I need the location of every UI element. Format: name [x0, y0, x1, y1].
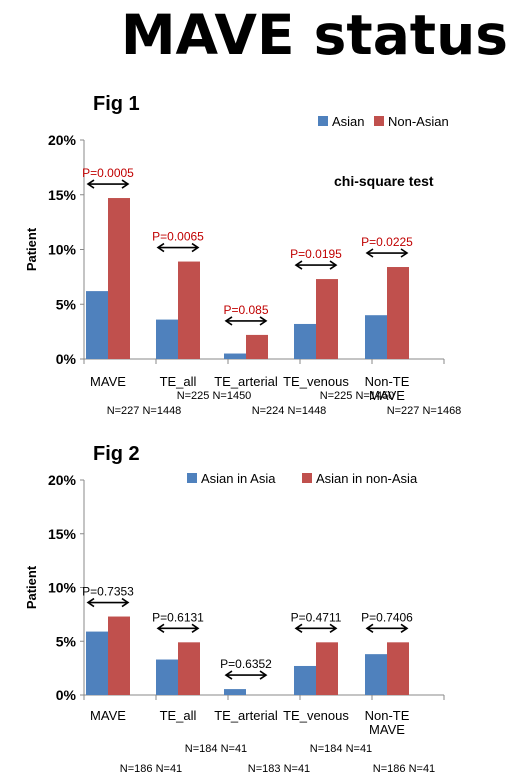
- x-category-label: MAVE: [90, 374, 126, 389]
- comparison-arrow-left-head: [224, 670, 233, 680]
- sample-size-label: N=183 N=41: [248, 763, 310, 775]
- p-value-label: P=0.7406: [361, 610, 413, 624]
- p-value-label: P=0.6352: [220, 657, 272, 671]
- legend-label: Asian: [332, 114, 365, 129]
- p-value-label: P=0.0065: [152, 230, 204, 244]
- bar-series2: [178, 642, 200, 695]
- x-category-label: TE_arterial: [214, 374, 278, 389]
- comparison-arrow-left-head: [86, 179, 95, 189]
- x-category-label: TE_all: [160, 708, 197, 723]
- sample-size-label: N=184 N=41: [185, 743, 247, 755]
- y-tick-label: 0%: [56, 351, 77, 367]
- bar-series1: [224, 353, 246, 359]
- sample-size-label: N=227 N=1448: [107, 405, 182, 417]
- comparison-arrow-left-head: [156, 242, 165, 253]
- y-tick-label: 5%: [56, 633, 77, 649]
- bar-series2: [316, 279, 338, 359]
- x-category-label: TE_all: [160, 374, 197, 389]
- bar-series2: [316, 642, 338, 695]
- sample-size-label: N=227 N=1468: [387, 405, 462, 417]
- figure-label: Fig 1: [93, 93, 140, 115]
- x-category-label: MAVE: [369, 722, 405, 737]
- legend-swatch: [318, 116, 328, 126]
- comparison-arrow-left-head: [86, 597, 95, 608]
- comparison-arrow-right-head: [329, 260, 338, 270]
- figure-label: Fig 2: [93, 443, 140, 465]
- y-tick-label: 15%: [48, 187, 77, 203]
- p-value-label: P=0.7353: [82, 585, 134, 599]
- bar-series2: [178, 261, 200, 359]
- y-tick-label: 0%: [56, 687, 77, 703]
- bar-series2: [387, 267, 409, 359]
- legend-swatch: [302, 473, 312, 483]
- legend-swatch: [374, 116, 384, 126]
- comparison-arrow-left-head: [224, 316, 233, 326]
- page-title: MAVE status: [120, 3, 508, 67]
- comparison-arrow-right-head: [121, 597, 130, 608]
- y-axis-label: Patient: [24, 227, 39, 271]
- legend-swatch: [187, 473, 197, 483]
- x-category-label: MAVE: [90, 708, 126, 723]
- bar-series1: [294, 323, 316, 359]
- comparison-arrow-left-head: [294, 623, 303, 633]
- p-value-label: P=0.6131: [152, 610, 204, 624]
- comparison-arrow-right-head: [259, 316, 268, 326]
- bar-series2: [108, 616, 130, 695]
- x-category-label: TE_venous: [283, 374, 349, 389]
- p-value-label: P=0.4711: [291, 610, 342, 624]
- comparison-arrow-left-head: [156, 623, 165, 633]
- comparison-arrow-left-head: [365, 248, 374, 258]
- sample-size-label: N=224 N=1448: [252, 405, 327, 417]
- x-category-label: TE_venous: [283, 708, 349, 723]
- bar-series1: [365, 654, 387, 695]
- comparison-arrow-left-head: [365, 623, 374, 633]
- bar-series1: [294, 665, 316, 695]
- bar-series1: [156, 659, 178, 695]
- bar-series1: [156, 319, 178, 359]
- y-tick-label: 15%: [48, 526, 77, 542]
- comparison-arrow-right-head: [121, 179, 130, 189]
- comparison-arrow-right-head: [259, 670, 268, 680]
- y-tick-label: 10%: [48, 242, 77, 258]
- y-tick-label: 20%: [48, 472, 77, 488]
- p-value-label: P=0.0225: [361, 235, 413, 249]
- bar-series1: [86, 631, 108, 695]
- sample-size-label: N=186 N=41: [120, 763, 182, 775]
- y-tick-label: 20%: [48, 132, 77, 148]
- bar-series1: [86, 291, 108, 359]
- bar-series2: [108, 198, 130, 359]
- comparison-arrow-right-head: [191, 623, 200, 633]
- comparison-arrow-right-head: [400, 623, 409, 633]
- p-value-label: P=0.0005: [82, 166, 134, 180]
- legend-label: Non-Asian: [388, 114, 449, 129]
- sample-size-label: N=225 N=1450: [177, 390, 252, 402]
- p-value-label: P=0.085: [223, 303, 268, 317]
- sample-size-label: N=186 N=41: [373, 763, 435, 775]
- comparison-arrow-right-head: [191, 242, 200, 253]
- y-tick-label: 5%: [56, 296, 77, 312]
- comparison-arrow-right-head: [400, 248, 409, 258]
- x-category-label: Non-TE: [365, 708, 410, 723]
- chart-annotation: chi-square test: [334, 173, 434, 189]
- bar-series1: [365, 315, 387, 359]
- legend-label: Asian in non-Asia: [316, 471, 418, 486]
- x-category-label: TE_arterial: [214, 708, 278, 723]
- bar-series2: [387, 642, 409, 695]
- comparison-arrow-right-head: [329, 623, 338, 633]
- sample-size-label: N=184 N=41: [310, 743, 372, 755]
- legend-label: Asian in Asia: [201, 471, 276, 486]
- bar-series2: [246, 334, 268, 359]
- x-category-label: Non-TE: [365, 374, 410, 389]
- bar-series1: [224, 689, 246, 695]
- sample-size-label: N=225 N=1450: [320, 390, 395, 402]
- y-tick-label: 10%: [48, 580, 77, 596]
- p-value-label: P=0.0195: [290, 247, 342, 261]
- comparison-arrow-left-head: [294, 260, 303, 270]
- y-axis-label: Patient: [24, 565, 39, 609]
- x-category-label: MAVE: [369, 388, 405, 403]
